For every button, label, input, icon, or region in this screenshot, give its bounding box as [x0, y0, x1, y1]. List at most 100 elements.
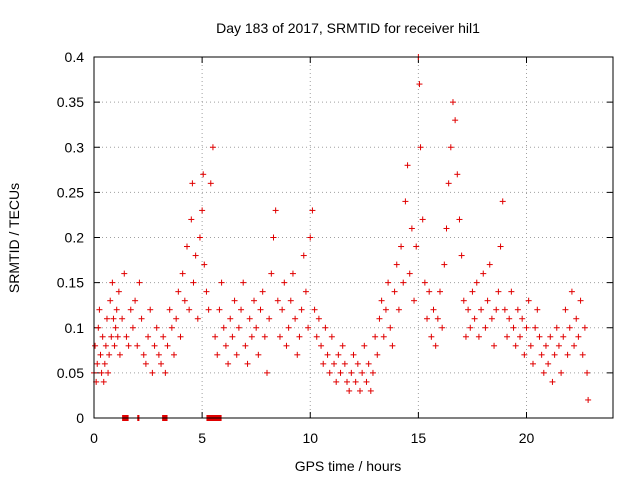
data-point: [225, 360, 232, 367]
data-point: [545, 360, 552, 367]
data-point: [504, 333, 511, 340]
data-point: [244, 360, 251, 367]
data-point: [192, 252, 199, 259]
data-point: [434, 315, 441, 322]
y-tick-label: 0.2: [65, 230, 85, 246]
data-point: [138, 315, 145, 322]
data-point: [449, 99, 456, 106]
data-point: [356, 387, 363, 394]
data-point: [173, 315, 180, 322]
data-point: [177, 333, 184, 340]
data-point: [235, 324, 242, 331]
data-point: [493, 306, 500, 313]
data-point: [443, 225, 450, 232]
data-point: [222, 342, 229, 349]
data-points: [91, 54, 592, 403]
data-point: [510, 324, 517, 331]
data-point: [313, 333, 320, 340]
data-point: [538, 351, 545, 358]
data-point: [261, 333, 268, 340]
data-point: [566, 324, 573, 331]
data-point: [536, 333, 543, 340]
data-point: [564, 351, 571, 358]
data-point: [259, 288, 266, 295]
data-point: [320, 360, 327, 367]
data-point: [521, 351, 528, 358]
data-point: [389, 342, 396, 349]
data-point: [486, 261, 493, 268]
data-point: [96, 306, 103, 313]
data-point: [298, 306, 305, 313]
plot-frame: [93, 56, 614, 419]
data-point: [188, 216, 195, 223]
data-point: [562, 306, 569, 313]
data-point: [166, 306, 173, 313]
data-point: [186, 306, 193, 313]
data-point: [155, 351, 162, 358]
x-tick-label: 10: [302, 430, 318, 446]
data-point: [209, 144, 216, 151]
data-point: [194, 315, 201, 322]
data-point: [411, 297, 418, 304]
data-point: [238, 306, 245, 313]
data-point: [501, 306, 508, 313]
data-point: [339, 342, 346, 349]
data-point: [534, 306, 541, 313]
data-point: [471, 315, 478, 322]
data-point: [324, 351, 331, 358]
data-point: [183, 243, 190, 250]
data-point: [179, 270, 186, 277]
data-point: [253, 324, 260, 331]
data-point: [114, 333, 121, 340]
data-point: [542, 342, 549, 349]
data-point: [348, 369, 355, 376]
data-point: [581, 324, 588, 331]
data-point: [387, 324, 394, 331]
x-tick-label: 5: [198, 430, 206, 446]
data-point: [424, 315, 431, 322]
data-point: [132, 297, 139, 304]
data-point: [385, 279, 392, 286]
data-point: [281, 279, 288, 286]
data-point: [307, 234, 314, 241]
data-point: [136, 279, 143, 286]
data-point: [428, 333, 435, 340]
data-point: [276, 333, 283, 340]
data-point: [164, 342, 171, 349]
data-point: [482, 324, 489, 331]
x-axis-label: GPS time / hours: [295, 458, 402, 474]
y-tick-label: 0: [76, 410, 84, 426]
chart-title: Day 183 of 2017, SRMTID for receiver hil…: [216, 20, 480, 36]
data-point: [417, 144, 424, 151]
data-point: [309, 207, 316, 214]
data-point: [203, 288, 210, 295]
data-point: [302, 288, 309, 295]
data-point: [380, 333, 387, 340]
data-point: [97, 351, 104, 358]
data-point: [175, 288, 182, 295]
data-point: [322, 324, 329, 331]
data-point: [555, 342, 562, 349]
data-point: [452, 117, 459, 124]
data-point: [331, 360, 338, 367]
data-point: [123, 333, 130, 340]
data-point: [212, 333, 219, 340]
data-point: [437, 288, 443, 295]
data-point: [99, 333, 106, 340]
data-point: [447, 144, 454, 151]
data-point: [196, 234, 203, 241]
data-point: [508, 288, 515, 295]
data-point: [145, 333, 152, 340]
data-point: [274, 297, 281, 304]
data-point: [318, 342, 325, 349]
data-point: [115, 288, 122, 295]
data-point: [129, 324, 136, 331]
data-point: [478, 306, 485, 313]
data-point: [264, 369, 270, 376]
data-point: [171, 351, 178, 358]
data-point: [560, 333, 567, 340]
data-point: [532, 324, 539, 331]
data-point: [585, 396, 592, 403]
data-point: [454, 171, 461, 178]
data-point: [365, 360, 372, 367]
